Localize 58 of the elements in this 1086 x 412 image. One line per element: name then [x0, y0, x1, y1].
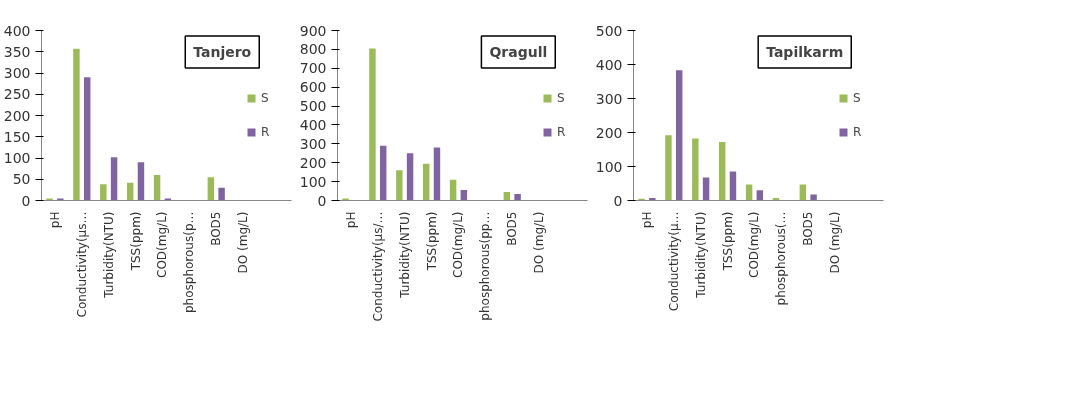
legend-label: R	[853, 125, 863, 139]
text: Qragull	[489, 43, 548, 60]
y-tick-label: 800	[299, 41, 327, 58]
legend-label: R	[261, 125, 271, 139]
x-tick-label: Conductivity(µs/…	[370, 211, 385, 322]
legend-label: S	[853, 91, 862, 105]
x-tick-label: pH	[639, 211, 654, 229]
x-tick-label: BOD5	[209, 211, 224, 246]
x-tick-label: BOD5	[505, 211, 520, 246]
x-tick-label: BOD5	[801, 211, 816, 246]
y-tick-label: 100	[595, 158, 623, 175]
y-tick-label: 200	[595, 124, 623, 141]
y-tick-label: 700	[299, 60, 327, 77]
x-tick-label: TSS(ppm)	[720, 211, 735, 272]
x-tick-label: Turbidity(NTU)	[397, 211, 412, 299]
x-tick-label: phosphorous(pp…	[478, 211, 493, 321]
x-tick-label: Conductivity(µs…	[74, 211, 89, 318]
y-tick-label: 500	[595, 22, 623, 39]
x-tick-label: Turbidity(NTU)	[693, 211, 708, 299]
text: Tanjero	[193, 43, 252, 60]
x-tick-label: DO (mg/L)	[236, 211, 251, 274]
y-tick-label: 0	[613, 192, 623, 209]
y-tick-label: 100	[3, 150, 31, 166]
x-tick-label: phosphorous(…	[774, 211, 789, 306]
y-tick-label: 600	[299, 79, 327, 96]
y-tick-label: 150	[3, 128, 31, 145]
x-tick-label: TSS(ppm)	[128, 211, 143, 272]
x-tick-label: COD(mg/L)	[747, 211, 762, 278]
x-tick-label: Turbidity(NTU)	[101, 211, 116, 299]
y-tick-label: 400	[3, 22, 31, 39]
y-tick-label: 0	[317, 192, 327, 209]
y-tick-label: 200	[299, 154, 327, 171]
y-tick-label: 200	[3, 107, 31, 124]
x-tick-label: TSS(ppm)	[424, 211, 439, 272]
x-tick-label: DO (mg/L)	[828, 211, 843, 274]
y-tick-label: 0	[21, 192, 31, 209]
y-tick-label: 400	[299, 116, 327, 133]
x-tick-label: pH	[343, 211, 358, 229]
y-tick-label: 350	[3, 43, 31, 60]
x-tick-label: Conductivity(µ…	[666, 211, 681, 312]
y-tick-label: 100	[299, 173, 327, 190]
y-tick-label: 400	[595, 56, 623, 73]
y-tick-label: 300	[299, 135, 327, 152]
legend-label: S	[557, 91, 566, 105]
text: Tapilkarm	[766, 43, 844, 60]
x-tick-label: COD(mg/L)	[451, 211, 466, 278]
legend-label: R	[557, 125, 567, 139]
y-tick-label: 900	[299, 22, 327, 39]
x-tick-label: pH	[47, 211, 62, 229]
y-tick-label: 500	[299, 98, 327, 115]
x-tick-label: COD(mg/L)	[155, 211, 170, 278]
y-tick-label: 250	[3, 86, 31, 103]
y-tick-label: 300	[3, 65, 31, 81]
legend-label: S	[261, 91, 270, 105]
y-tick-label: 300	[595, 90, 623, 107]
y-tick-label: 50	[12, 171, 31, 188]
x-tick-label: phosphorous(p…	[182, 211, 197, 314]
x-tick-label: DO (mg/L)	[532, 211, 547, 274]
